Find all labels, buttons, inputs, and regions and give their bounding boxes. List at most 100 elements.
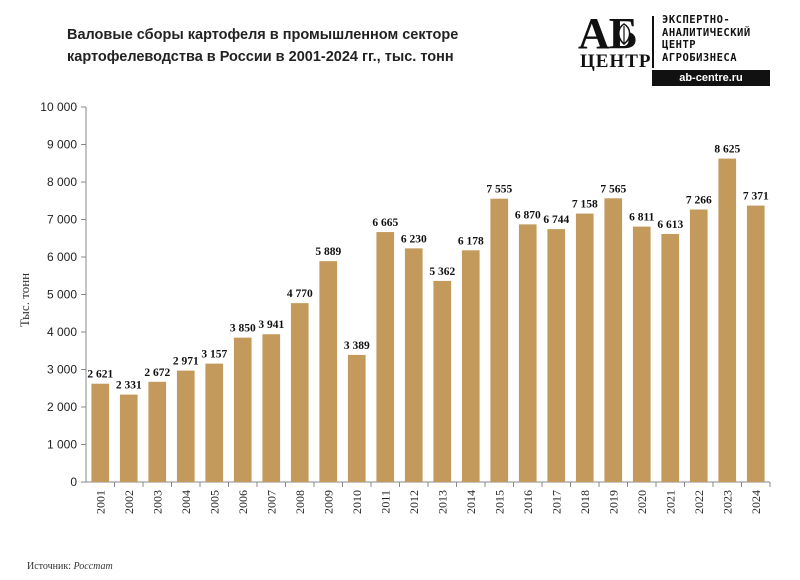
data-label: 3 850: [230, 323, 256, 335]
x-tick-label: 2007: [264, 490, 278, 514]
bar: [290, 303, 309, 482]
bar: [376, 232, 395, 482]
bar: [148, 381, 167, 482]
x-tick-label: 2018: [578, 490, 592, 514]
source-note: Источник: Росстат: [27, 561, 113, 572]
x-tick-label: 2024: [749, 490, 763, 514]
logo-divider: [652, 16, 654, 68]
y-tick-label: 0: [70, 475, 77, 489]
logo-text: ЭКСПЕРТНО- АНАЛИТИЧЕСКИЙ ЦЕНТР АГРОБИЗНЕ…: [662, 14, 751, 64]
logo-centr: ЦЕНТР: [580, 51, 652, 72]
bar: [319, 261, 338, 482]
x-tick-label: 2004: [179, 490, 193, 514]
x-tick-label: 2003: [150, 490, 164, 514]
data-label: 6 811: [629, 212, 654, 224]
x-tick-label: 2015: [492, 490, 506, 514]
x-tick-label: 2005: [207, 490, 221, 514]
source-name: Росстат: [73, 561, 113, 572]
x-tick-label: 2008: [293, 490, 307, 514]
logo-text-line-4: АГРОБИЗНЕСА: [662, 51, 738, 64]
y-axis: 0 1 000 2 000 3 000 4 000 5 000 6 000 7 000 8 00…: [40, 100, 87, 489]
data-label: 8 625: [714, 144, 740, 156]
data-label: 3 389: [344, 340, 370, 352]
data-label: 2 672: [144, 367, 170, 379]
data-label: 5 889: [315, 246, 341, 258]
bar: [262, 334, 281, 482]
chart-title: Валовые сборы картофеля в промышленном с…: [67, 24, 537, 68]
x-tick-label: 2021: [663, 490, 677, 514]
chart-title-line-2: картофелеводства в России в 2001-2024 гг…: [67, 49, 454, 65]
data-label: 2 331: [116, 380, 142, 392]
x-tick-label: 2009: [321, 490, 335, 514]
bar: [347, 354, 366, 482]
data-label: 3 157: [201, 349, 227, 361]
bar: [91, 383, 110, 482]
bar: [461, 250, 480, 482]
logo-text-line-3: ЦЕНТР: [662, 39, 697, 51]
y-tick-label: 7 000: [47, 213, 77, 227]
y-tick-label: 10 000: [40, 100, 77, 114]
x-tick-label: 2006: [236, 490, 250, 514]
source-label: Источник:: [27, 561, 72, 572]
bar: [119, 394, 138, 482]
y-tick-label: 3 000: [47, 363, 77, 377]
data-label: 7 371: [743, 191, 769, 203]
data-label: 3 941: [258, 319, 284, 331]
x-tick-label: 2013: [435, 490, 449, 514]
bar: [233, 337, 252, 482]
data-label: 6 613: [657, 219, 683, 231]
y-tick-label: 5 000: [47, 288, 77, 302]
bar: [547, 229, 566, 482]
x-tick-label: 2017: [549, 490, 563, 514]
data-label: 6 665: [372, 217, 398, 229]
bar: [689, 209, 708, 482]
y-tick-label: 2 000: [47, 400, 77, 414]
y-tick-label: 4 000: [47, 325, 77, 339]
y-tick-label: 8 000: [47, 175, 77, 189]
y-tick-label: 9 000: [47, 138, 77, 152]
y-axis-title: Тыс. тонн: [17, 273, 32, 327]
bar: [176, 370, 195, 482]
y-tick-label: 1 000: [47, 438, 77, 452]
leaf-icon: [618, 23, 631, 45]
chart-title-line-1: Валовые сборы картофеля в промышленном с…: [67, 27, 459, 43]
bar: [604, 198, 623, 482]
data-label: 6 230: [401, 233, 427, 245]
logo-text-line-1: ЭКСПЕРТНО-: [662, 14, 731, 26]
data-label: 7 266: [686, 195, 712, 207]
data-label: 7 158: [572, 199, 598, 211]
x-tick-label: 2002: [122, 490, 136, 514]
bar: [575, 213, 594, 482]
bar: [205, 363, 224, 482]
x-tick-label: 2012: [407, 490, 421, 514]
y-tick-label: 6 000: [47, 250, 77, 264]
data-label: 5 362: [429, 266, 455, 278]
data-label: 7 565: [600, 183, 626, 195]
data-label: 6 744: [543, 214, 569, 226]
x-tick-label: 2023: [720, 490, 734, 514]
x-tick-label: 2019: [606, 490, 620, 514]
bar: [404, 248, 423, 482]
data-label: 4 770: [287, 288, 313, 300]
x-tick-label: 2022: [692, 490, 706, 514]
data-label: 2 971: [173, 356, 199, 368]
data-label: 2 621: [87, 369, 113, 381]
bar: [746, 205, 765, 482]
x-tick-label: 2001: [93, 490, 107, 514]
data-label: 6 870: [515, 209, 541, 221]
logo-text-line-2: АНАЛИТИЧЕСКИЙ: [662, 26, 751, 39]
bar: [632, 226, 651, 482]
bar: [490, 198, 509, 482]
data-label: 6 178: [458, 235, 484, 247]
bars: [91, 158, 765, 482]
bar: [433, 280, 452, 482]
x-tick-label: 2020: [635, 490, 649, 514]
x-axis: 2001 2002 2003 2004 2005 2006 2007 2008 2009 2010…: [86, 481, 771, 514]
x-tick-label: 2011: [378, 490, 392, 514]
x-tick-label: 2016: [521, 490, 535, 514]
bar: [718, 158, 737, 482]
data-label: 7 555: [486, 184, 512, 196]
bar: [518, 224, 537, 482]
